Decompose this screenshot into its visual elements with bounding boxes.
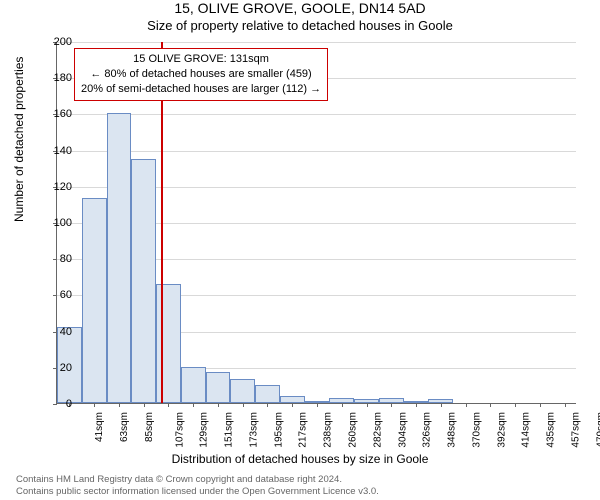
xtick-label: 129sqm — [199, 412, 210, 448]
footer-line-1: Contains HM Land Registry data © Crown c… — [16, 474, 379, 486]
histogram-bar — [181, 367, 206, 403]
chart-container: 15, OLIVE GROVE, GOOLE, DN14 5AD Size of… — [0, 0, 600, 500]
ytick-label: 180 — [44, 72, 72, 84]
ytick-label: 80 — [44, 253, 72, 265]
histogram-bar — [206, 372, 231, 403]
xtick-mark — [441, 403, 442, 407]
ytick-label: 20 — [44, 362, 72, 374]
xtick-label: 435sqm — [546, 412, 557, 448]
ytick-label: 140 — [44, 145, 72, 157]
xtick-label: 217sqm — [298, 412, 309, 448]
xtick-mark — [342, 403, 343, 407]
xtick-mark — [292, 403, 293, 407]
histogram-bar — [156, 284, 181, 403]
xtick-mark — [416, 403, 417, 407]
annotation-line: 20% of semi-detached houses are larger (… — [81, 82, 321, 97]
xtick-label: 41sqm — [94, 412, 105, 442]
xtick-mark — [94, 403, 95, 407]
histogram-bar — [107, 113, 132, 403]
y-axis-label: Number of detached properties — [12, 57, 26, 222]
xtick-mark — [168, 403, 169, 407]
xtick-mark — [565, 403, 566, 407]
xtick-label: 392sqm — [496, 412, 507, 448]
xtick-label: 348sqm — [447, 412, 458, 448]
page-title: 15, OLIVE GROVE, GOOLE, DN14 5AD — [0, 0, 600, 16]
xtick-label: 370sqm — [471, 412, 482, 448]
x-axis-label: Distribution of detached houses by size … — [0, 452, 600, 466]
xtick-label: 151sqm — [224, 412, 235, 448]
xtick-mark — [317, 403, 318, 407]
ytick-label: 200 — [44, 36, 72, 48]
xtick-label: 63sqm — [119, 412, 130, 442]
ytick-label: 60 — [44, 289, 72, 301]
xtick-label: 107sqm — [174, 412, 185, 448]
xtick-mark — [243, 403, 244, 407]
xtick-mark — [267, 403, 268, 407]
xtick-mark — [391, 403, 392, 407]
annotation-box: 15 OLIVE GROVE: 131sqm← 80% of detached … — [74, 48, 328, 101]
xtick-label: 195sqm — [273, 412, 284, 448]
xtick-label: 479sqm — [595, 412, 600, 448]
annotation-line: 15 OLIVE GROVE: 131sqm — [81, 52, 321, 67]
histogram-bar — [131, 159, 156, 403]
ytick-label: 120 — [44, 181, 72, 193]
gridline — [57, 42, 576, 43]
histogram-bar — [255, 385, 280, 403]
xtick-label: 282sqm — [372, 412, 383, 448]
xtick-label: 173sqm — [249, 412, 260, 448]
gridline — [57, 114, 576, 115]
ytick-label: 0 — [44, 398, 72, 410]
xtick-label: 457sqm — [570, 412, 581, 448]
xtick-mark — [515, 403, 516, 407]
xtick-label: 414sqm — [521, 412, 532, 448]
xtick-label: 304sqm — [397, 412, 408, 448]
footer-line-2: Contains public sector information licen… — [16, 486, 379, 498]
xtick-label: 85sqm — [144, 412, 155, 442]
ytick-label: 160 — [44, 108, 72, 120]
ytick-label: 40 — [44, 326, 72, 338]
histogram-bar — [82, 198, 107, 403]
xtick-mark — [367, 403, 368, 407]
xtick-mark — [218, 403, 219, 407]
xtick-mark — [119, 403, 120, 407]
xtick-mark — [144, 403, 145, 407]
xtick-mark — [540, 403, 541, 407]
annotation-line: ← 80% of detached houses are smaller (45… — [81, 67, 321, 82]
histogram-bar — [280, 396, 305, 403]
chart-subtitle: Size of property relative to detached ho… — [0, 18, 600, 33]
xtick-label: 238sqm — [323, 412, 334, 448]
gridline — [57, 151, 576, 152]
footer-attribution: Contains HM Land Registry data © Crown c… — [16, 474, 379, 498]
xtick-mark — [490, 403, 491, 407]
histogram-bar — [230, 379, 255, 403]
ytick-label: 100 — [44, 217, 72, 229]
xtick-mark — [466, 403, 467, 407]
xtick-label: 260sqm — [348, 412, 359, 448]
xtick-label: 326sqm — [422, 412, 433, 448]
xtick-mark — [193, 403, 194, 407]
